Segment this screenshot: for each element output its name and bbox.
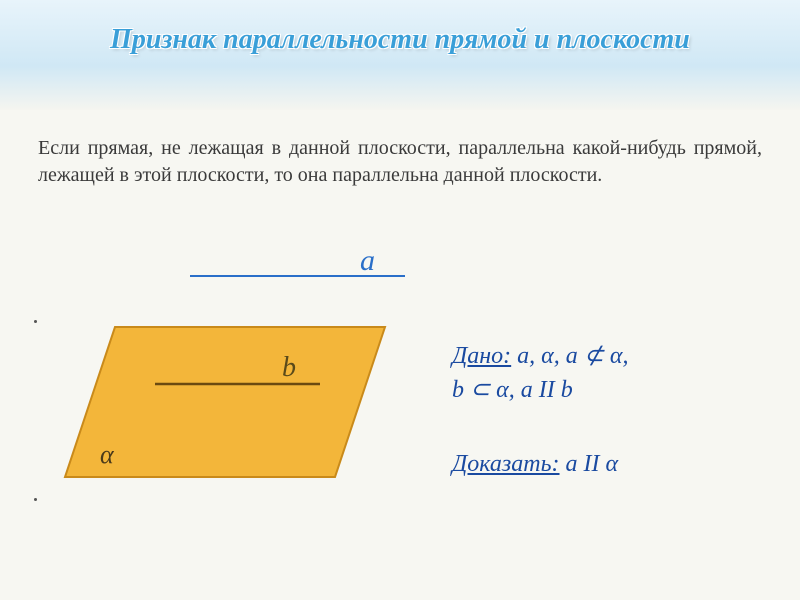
label-b: b	[282, 352, 296, 384]
prove-rest: a ΙΙ α	[560, 451, 619, 477]
bullet-dot	[34, 320, 37, 323]
prove-block: Доказать: a ΙΙ α	[452, 448, 770, 482]
bullet-dot	[34, 498, 37, 501]
theorem-text: Если прямая, не лежащая в данной плоскос…	[38, 135, 762, 189]
given-line2: b ⊂ α, a ΙΙ b	[452, 377, 573, 403]
given-block: Дано: a, α, a ⊄ α, b ⊂ α, a ΙΙ b	[452, 340, 770, 407]
page-title: Признак параллельности прямой и плоскост…	[0, 22, 800, 57]
prove-heading: Доказать:	[452, 451, 560, 477]
given-line1: a, α, a ⊄ α,	[511, 343, 628, 369]
label-alpha: α	[100, 440, 114, 470]
label-a: a	[360, 244, 375, 278]
given-heading: Дано:	[452, 343, 511, 369]
